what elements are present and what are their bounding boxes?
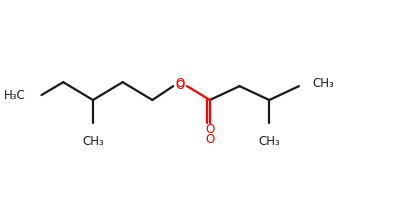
Text: H₃C: H₃C [4, 89, 26, 102]
Text: O: O [176, 79, 185, 92]
Text: O: O [176, 77, 185, 90]
Text: CH₃: CH₃ [258, 135, 280, 148]
Text: CH₃: CH₃ [313, 77, 334, 90]
Text: CH₃: CH₃ [82, 135, 104, 148]
Text: O: O [205, 133, 214, 146]
Text: O: O [205, 123, 214, 136]
